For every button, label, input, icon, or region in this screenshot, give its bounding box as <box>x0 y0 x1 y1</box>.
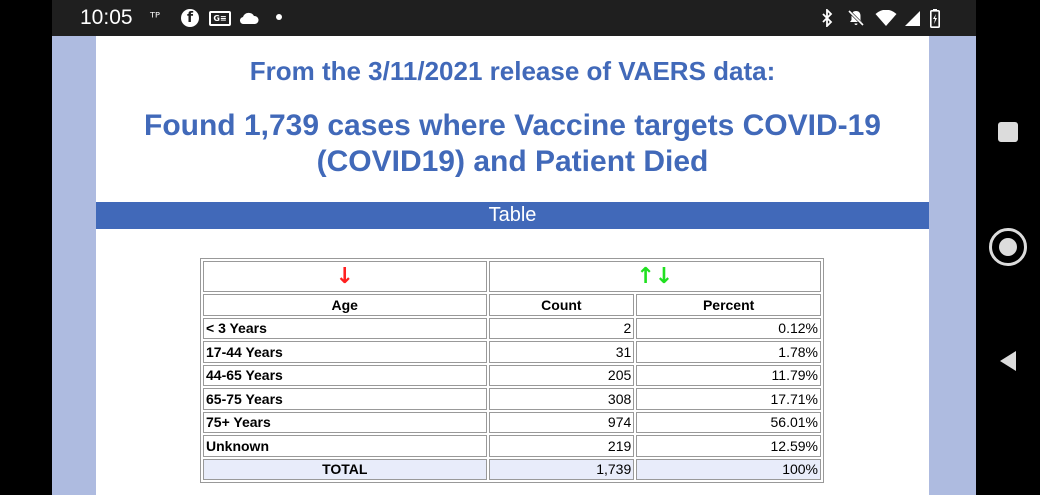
total-count: 1,739 <box>488 458 635 480</box>
header-percent[interactable]: Percent <box>636 294 821 316</box>
row-percent: 56.01% <box>636 411 821 433</box>
row-age: 17-44 Years <box>203 341 487 363</box>
release-title: From the 3/11/2021 release of VAERS data… <box>249 56 776 86</box>
tp-icon: ᵀᴾ <box>150 10 160 26</box>
signal-icon <box>902 9 922 27</box>
back-button[interactable] <box>988 341 1028 381</box>
row-count: 205 <box>488 364 635 386</box>
row-percent: 11.79% <box>636 364 821 386</box>
web-content: From the 3/11/2021 release of VAERS data… <box>96 36 929 495</box>
row-count: 219 <box>488 435 635 457</box>
row-age: 75+ Years <box>203 411 487 433</box>
row-percent: 12.59% <box>636 435 821 457</box>
header-count[interactable]: Count <box>488 294 635 316</box>
total-label: TOTAL <box>203 458 487 480</box>
table-row: 65-75 Years 308 17.71% <box>203 388 821 410</box>
home-button[interactable] <box>988 227 1028 267</box>
table-row: 44-65 Years 205 11.79% <box>203 364 821 386</box>
row-count: 974 <box>488 411 635 433</box>
row-percent: 0.12% <box>636 317 821 339</box>
main-title: Found 1,739 cases where Vaccine targets … <box>96 108 929 180</box>
row-age: 44-65 Years <box>203 364 487 386</box>
notification-dot-icon <box>276 14 282 20</box>
status-bar: 10:05 ᵀᴾ f G≡ <box>52 0 976 36</box>
age-count-table: ↓ ↑↓ Age Count Percent < 3 Years 2 0.12%… <box>200 258 824 483</box>
navigation-bar <box>976 0 1040 495</box>
total-row: TOTAL 1,739 100% <box>203 458 821 480</box>
table-row: 17-44 Years 31 1.78% <box>203 341 821 363</box>
square-icon <box>998 122 1018 142</box>
sort-age-down-arrow-icon[interactable]: ↓ <box>203 261 487 292</box>
battery-icon <box>928 8 942 28</box>
status-time: 10:05 <box>80 6 133 29</box>
header-age[interactable]: Age <box>203 294 487 316</box>
row-percent: 1.78% <box>636 341 821 363</box>
section-header-table: Table <box>96 202 929 229</box>
recent-apps-button[interactable] <box>988 112 1028 152</box>
row-age: Unknown <box>203 435 487 457</box>
total-percent: 100% <box>636 458 821 480</box>
wifi-icon <box>874 9 898 27</box>
mute-icon <box>846 9 866 27</box>
back-triangle-icon <box>1000 351 1016 371</box>
cloud-icon <box>238 9 260 27</box>
row-age: 65-75 Years <box>203 388 487 410</box>
sort-row: ↓ ↑↓ <box>203 261 821 292</box>
row-count: 308 <box>488 388 635 410</box>
bluetooth-icon <box>820 9 834 27</box>
row-age: < 3 Years <box>203 317 487 339</box>
sort-count-updown-arrow-icon[interactable]: ↑↓ <box>488 261 821 292</box>
table-row: Unknown 219 12.59% <box>203 435 821 457</box>
table-row: < 3 Years 2 0.12% <box>203 317 821 339</box>
facebook-icon: f <box>181 9 199 27</box>
row-count: 2 <box>488 317 635 339</box>
table-row: 75+ Years 974 56.01% <box>203 411 821 433</box>
header-row: Age Count Percent <box>203 294 821 316</box>
row-count: 31 <box>488 341 635 363</box>
google-news-icon: G≡ <box>209 11 231 26</box>
row-percent: 17.71% <box>636 388 821 410</box>
main-title-line2: (COVID19) and Patient Died <box>316 145 709 178</box>
main-title-line1: Found 1,739 cases where Vaccine targets … <box>144 109 881 142</box>
home-circle-icon <box>989 228 1027 266</box>
